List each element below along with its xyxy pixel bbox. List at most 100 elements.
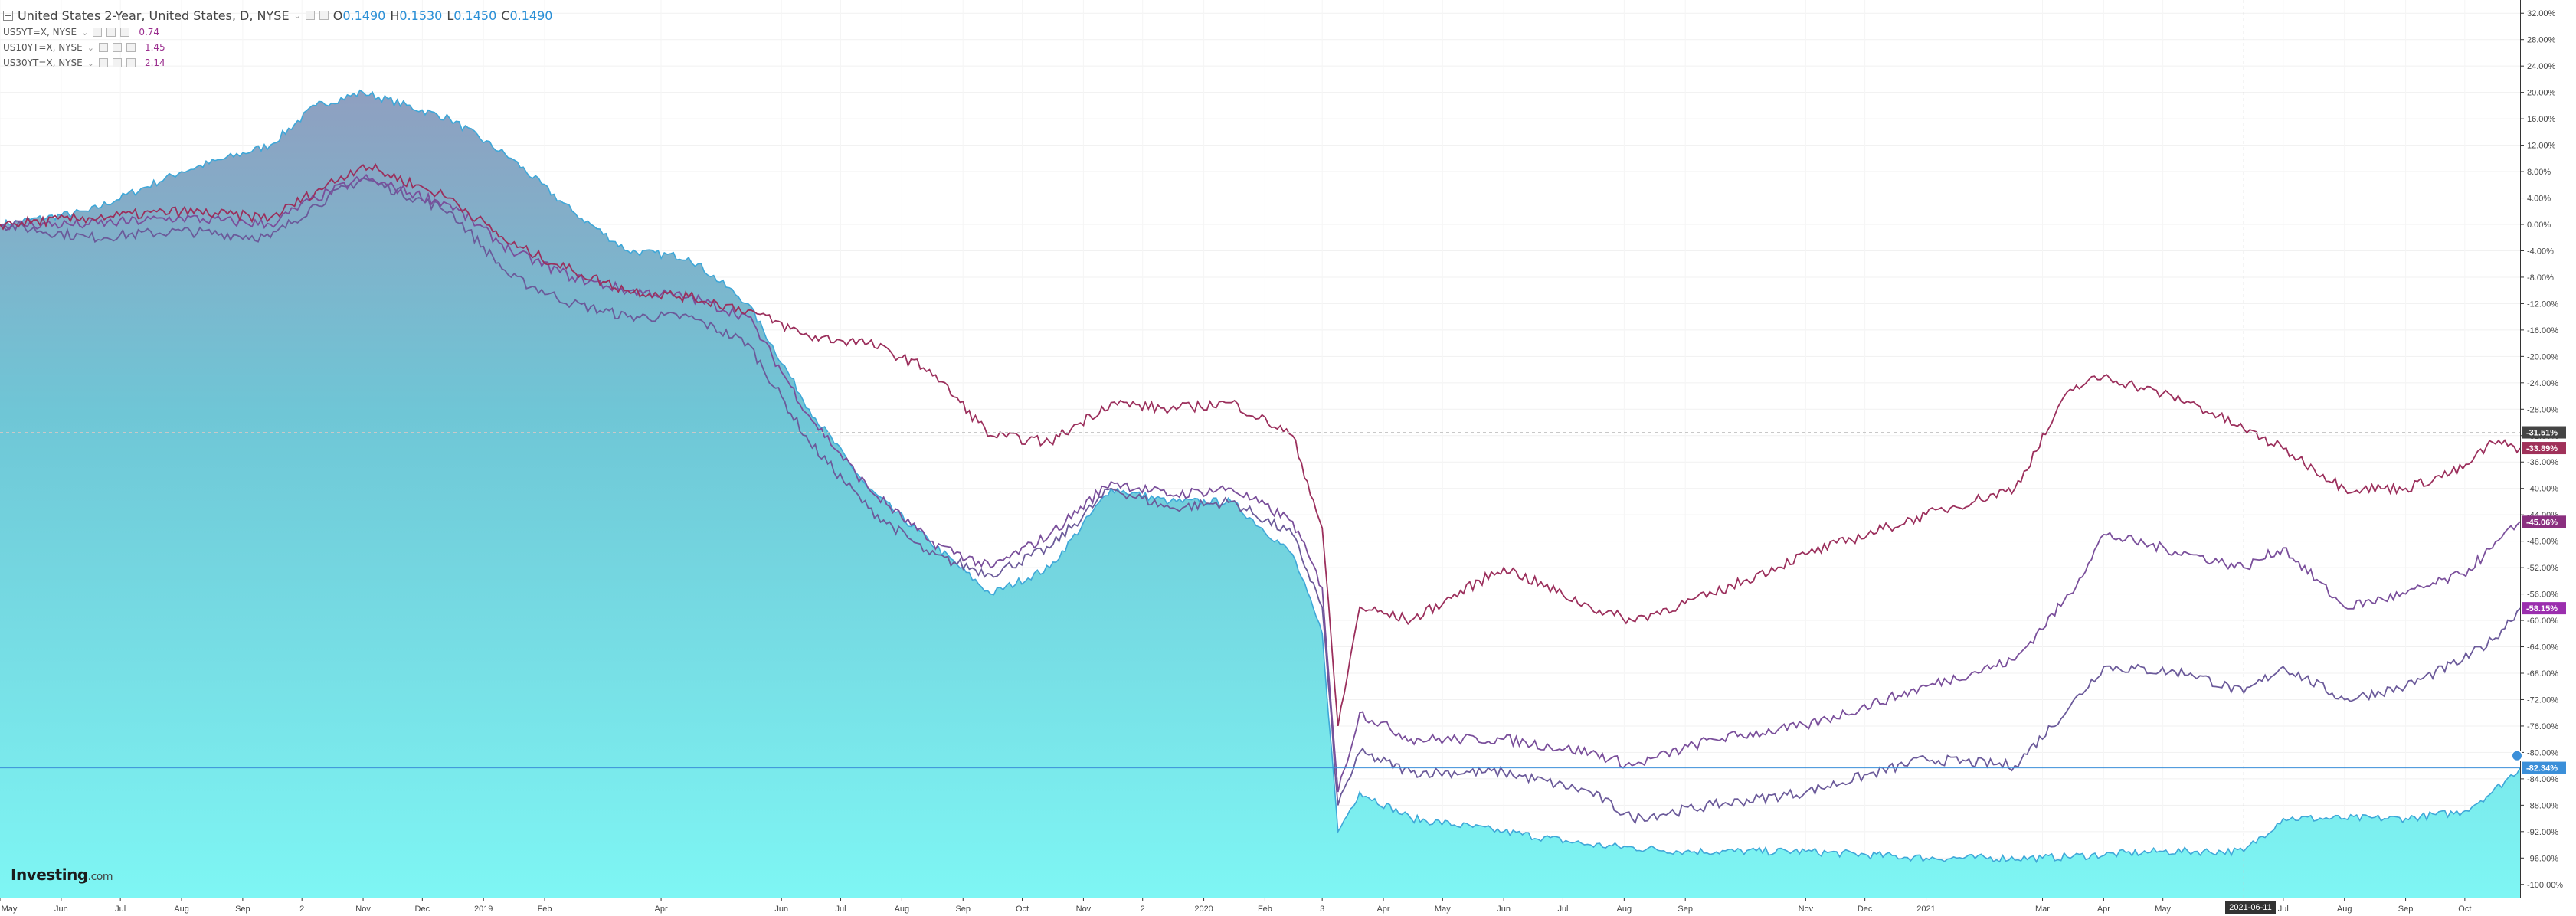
us2y-endpoint-marker <box>2511 749 2523 762</box>
us2y-area-series <box>0 89 2521 898</box>
y-tick-label: 4.00% <box>2527 195 2551 204</box>
svg-text:-31.51%: -31.51% <box>2526 429 2558 438</box>
y-tick-label: 0.00% <box>2527 221 2551 230</box>
y-tick-label: -56.00% <box>2527 590 2558 600</box>
y-tick-label: -28.00% <box>2527 405 2558 414</box>
x-tick-label: Feb <box>538 905 552 914</box>
x-axis[interactable]: May Jun Jul Aug Sep 2 Nov Dec 2019 Feb Apr Jun Jul Au… <box>0 898 2520 914</box>
us10y-last-value-tag: -45.06% <box>2522 515 2566 528</box>
y-tick-label: 8.00% <box>2527 168 2551 177</box>
x-tick-label: Jun <box>54 905 68 914</box>
y-tick-label: -100.00% <box>2527 881 2563 890</box>
ohlc-open: O0.1490 <box>332 8 386 23</box>
x-tick-label: Jul <box>835 905 846 914</box>
y-tick-label: -88.00% <box>2527 801 2558 810</box>
y-tick-label: -12.00% <box>2527 299 2558 309</box>
x-tick-label: Dec <box>1858 905 1873 914</box>
y-tick-label: -24.00% <box>2527 379 2558 388</box>
x-tick-label: Sep <box>1678 905 1693 914</box>
svg-text:-82.34%: -82.34% <box>2526 764 2558 774</box>
x-tick-label: Feb <box>1258 905 1272 914</box>
y-tick-label: 20.00% <box>2527 89 2556 98</box>
x-tick-label: Aug <box>2337 905 2352 914</box>
us30y-line <box>0 162 2521 727</box>
legend-row-us10y[interactable]: US10YT=X, NYSE ⌄ 1.45 <box>3 40 552 55</box>
settings-icon[interactable] <box>106 28 116 37</box>
x-tick-label: Apr <box>1376 905 1389 914</box>
y-tick-label: 32.00% <box>2527 9 2556 18</box>
us2y-area-fill <box>0 90 2520 898</box>
us2y-last-value-tag: -82.34% <box>2522 761 2566 774</box>
eye-icon[interactable] <box>98 43 108 52</box>
legend: United States 2-Year, United States, D, … <box>3 6 552 70</box>
x-tick-label: Jun <box>774 905 788 914</box>
comparison-value: 0.74 <box>139 27 160 38</box>
main-series-name: United States 2-Year, United States, D, … <box>18 8 290 23</box>
x-tick-label: Jun <box>1497 905 1511 914</box>
eye-icon[interactable] <box>305 11 315 20</box>
comparison-lines <box>0 162 2521 825</box>
x-tick-label: May <box>2 905 18 914</box>
us30y-last-value-tag: -33.89% <box>2522 442 2566 455</box>
y-tick-label: -80.00% <box>2527 748 2558 757</box>
legend-main-row[interactable]: United States 2-Year, United States, D, … <box>3 6 552 25</box>
x-tick-label: Nov <box>1076 905 1092 914</box>
us10y-line <box>0 173 2521 793</box>
comparison-value: 1.45 <box>144 42 165 53</box>
y-tick-label: -68.00% <box>2527 669 2558 679</box>
us5y-last-value-tag: -58.15% <box>2522 602 2566 615</box>
ohlc-low: L0.1450 <box>447 8 497 23</box>
close-icon[interactable] <box>120 28 130 37</box>
x-tick-label: Aug <box>895 905 910 914</box>
last-value-tags: -31.51% -33.89% -45.06% -58.15% -82.34% <box>2511 426 2566 774</box>
x-tick-label: Aug <box>1617 905 1632 914</box>
crosshair-value-tag: -31.51% <box>2522 426 2566 439</box>
x-tick-label: Jul <box>1557 905 1568 914</box>
us2y-line <box>0 89 2521 864</box>
y-tick-label: -4.00% <box>2527 247 2554 256</box>
y-tick-label: -92.00% <box>2527 828 2558 837</box>
svg-text:-58.15%: -58.15% <box>2526 604 2558 613</box>
comparison-value: 2.14 <box>144 57 165 68</box>
y-tick-label: -20.00% <box>2527 352 2558 361</box>
x-tick-label: Dec <box>415 905 430 914</box>
ohlc-close: C0.1490 <box>501 8 553 23</box>
chevron-down-icon[interactable]: ⌄ <box>81 27 89 38</box>
legend-row-us30y[interactable]: US30YT=X, NYSE ⌄ 2.14 <box>3 55 552 70</box>
x-tick-label: 2020 <box>1194 905 1213 914</box>
x-tick-label: Jul <box>2278 905 2289 914</box>
settings-icon[interactable] <box>319 11 329 20</box>
y-tick-label: -36.00% <box>2527 458 2558 467</box>
eye-icon[interactable] <box>98 58 108 67</box>
chevron-down-icon[interactable]: ⌄ <box>87 42 94 53</box>
y-tick-label: 12.00% <box>2527 142 2556 151</box>
settings-icon[interactable] <box>112 43 122 52</box>
y-tick-label: -16.00% <box>2527 326 2558 335</box>
x-tick-label: Sep <box>955 905 971 914</box>
x-tick-label: Oct <box>1016 905 1029 914</box>
x-tick-label: Sep <box>235 905 250 914</box>
crosshair-date-label: 2021-06-11 <box>2225 901 2276 914</box>
chevron-down-icon[interactable]: ⌄ <box>87 57 94 68</box>
x-tick-label: Jul <box>115 905 126 914</box>
x-tick-label: 3 <box>1320 905 1324 914</box>
y-tick-label: -84.00% <box>2527 775 2558 784</box>
collapse-icon[interactable] <box>3 10 13 21</box>
ohlc-high: H0.1530 <box>390 8 443 23</box>
chevron-down-icon[interactable]: ⌄ <box>293 10 301 21</box>
settings-icon[interactable] <box>112 58 122 67</box>
eye-icon[interactable] <box>93 28 103 37</box>
y-tick-label: -64.00% <box>2527 643 2558 653</box>
svg-text:-33.89%: -33.89% <box>2526 444 2558 453</box>
y-tick-label: 28.00% <box>2527 36 2556 45</box>
close-icon[interactable] <box>126 43 136 52</box>
close-icon[interactable] <box>126 58 136 67</box>
svg-text:-45.06%: -45.06% <box>2526 518 2558 527</box>
y-tick-label: 24.00% <box>2527 62 2556 71</box>
y-axis[interactable]: 32.00% 28.00% 24.00% 20.00% 16.00% 12.00% 8.00… <box>2520 0 2563 898</box>
x-tick-label: 2019 <box>474 905 493 914</box>
legend-row-us5y[interactable]: US5YT=X, NYSE ⌄ 0.74 <box>3 25 552 40</box>
x-tick-label: 2 <box>1141 905 1145 914</box>
y-tick-label: -76.00% <box>2527 722 2558 731</box>
